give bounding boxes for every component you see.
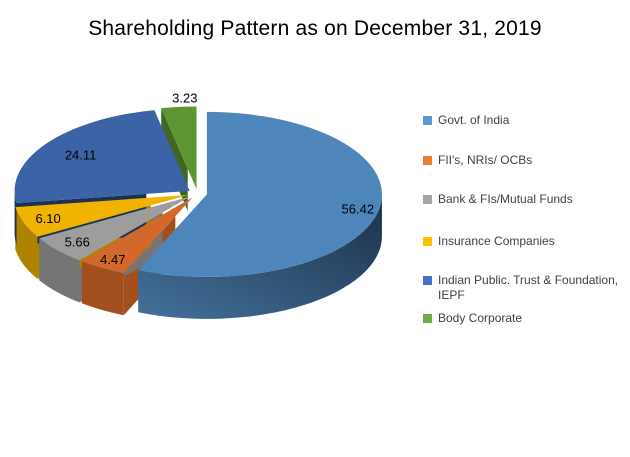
pie-slice-0[interactable] [138,111,382,277]
pie-slice-1[interactable] [81,197,193,274]
legend-item-insurance-companies[interactable]: Insurance Companies [423,234,555,249]
pie-slice-side [14,190,17,245]
pie-slice-3[interactable] [15,195,189,237]
slice-data-label: 3.23 [172,90,197,105]
legend-swatch-icon [423,237,432,246]
legend-label: Body Corporate [438,311,523,325]
legend-swatch-icon [423,276,432,285]
pie-slice-side [138,194,382,319]
legend-item-govt-of-india[interactable]: Govt. of India [423,113,509,128]
legend-item-body-corporate[interactable]: Body Corporate [423,311,522,326]
slice-data-label: 56.42 [342,201,375,216]
chart-title: Shareholding Pattern as on December 31, … [88,17,542,40]
slice-data-label: 5.66 [65,235,90,250]
pie-slice-2[interactable] [39,196,191,261]
pie-slice-side [15,207,38,279]
legend-label: Insurance Companies [438,234,555,248]
pie-slice-4[interactable] [14,110,190,203]
legend-label: FII's, NRIs/ OCBs [438,153,533,167]
legend-swatch-icon [423,314,432,323]
chart-legend: Govt. of India FII's, NRIs/ OCBs Bank & … [423,0,627,457]
legend-item-bank-fis-mutual-funds[interactable]: Bank & FIs/Mutual Funds [423,192,573,207]
pie-slice-5[interactable] [161,106,197,189]
legend-swatch-icon [423,156,432,165]
slice-data-label: 24.11 [65,147,97,162]
pie-slice-side [81,261,124,316]
legend-item-fiis-nris-ocbs[interactable]: FII's, NRIs/ OCBs [423,153,532,168]
legend-label: Bank & FIs/Mutual Funds [438,192,573,206]
slice-data-label: 6.10 [35,211,60,226]
legend-label: Govt. of India [438,113,510,127]
legend-swatch-icon [423,116,432,125]
legend-item-indian-public-trust-foundation-iepf[interactable]: Indian Public. Trust & Foundation, IEPF [423,273,618,303]
legend-label: Indian Public. Trust & Foundation, IEPF [438,273,619,302]
slice-data-label: 4.47 [100,252,125,267]
pie-slice-side [39,238,80,303]
legend-swatch-icon [423,195,432,204]
